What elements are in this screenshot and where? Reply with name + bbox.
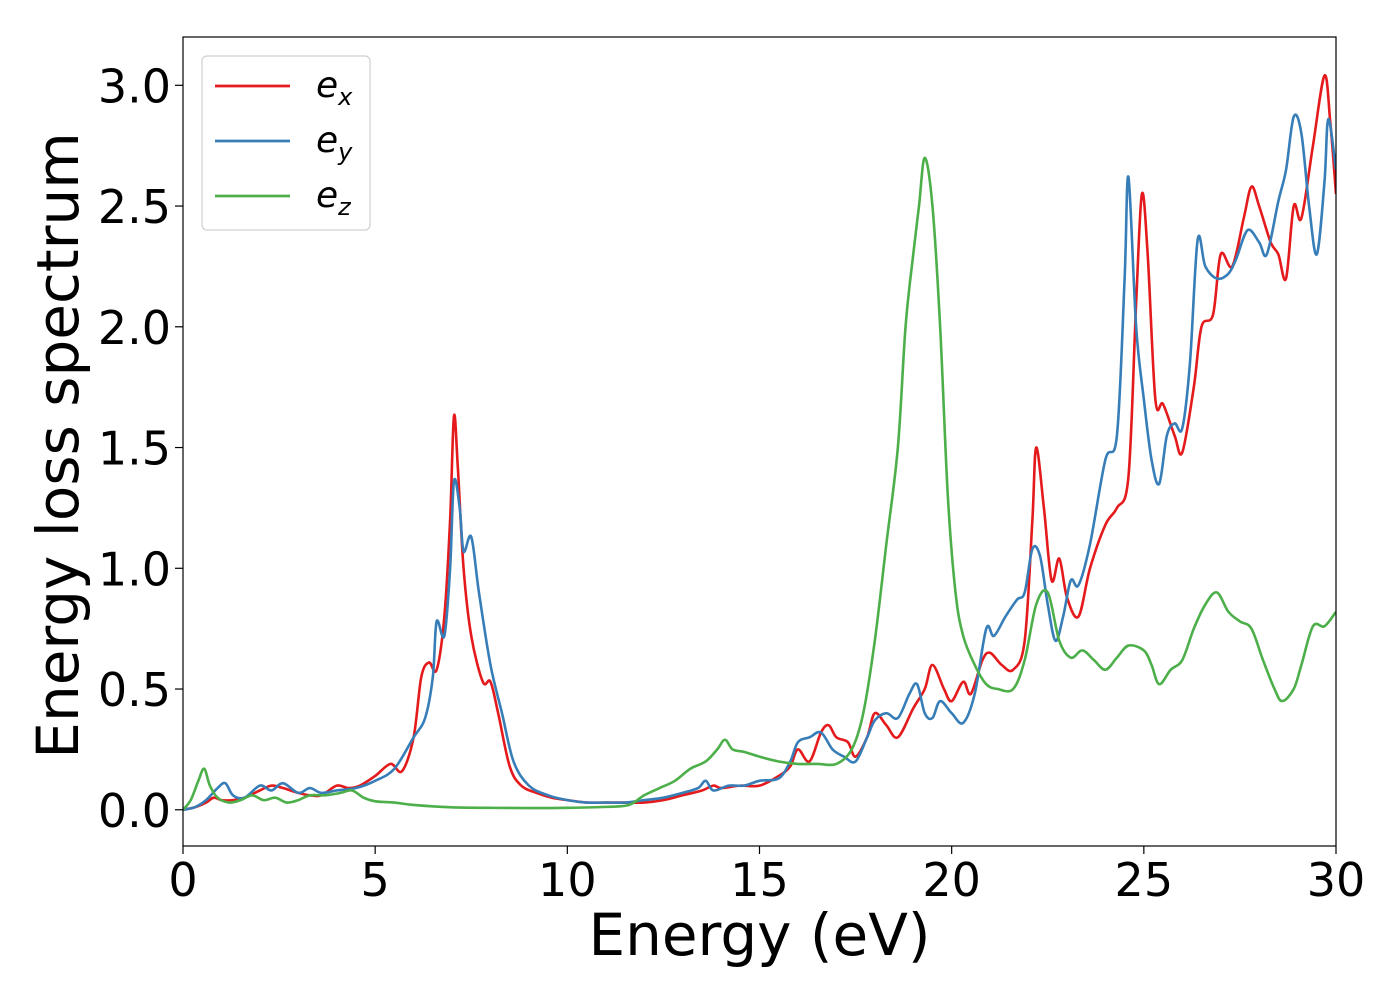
series-line-ez: [183, 156, 1336, 811]
y-axis-title: Energy loss spectrum: [24, 132, 92, 758]
legend-label-sub: z: [337, 193, 352, 221]
y-axis-ticks: 0.0 0.5 1.0 1.5 2.0 2.5 3.0: [98, 59, 183, 838]
y-tick-label: 1.0: [98, 542, 171, 596]
legend-box: [201, 55, 371, 231]
series-line-ey: [183, 113, 1336, 812]
legend-label-base: e: [316, 65, 338, 106]
legend-label-base: e: [316, 120, 338, 161]
plot-lines: [183, 74, 1336, 812]
x-tick-label: 20: [922, 853, 981, 907]
legend-label-base: e: [316, 175, 338, 216]
x-tick-label: 0: [168, 853, 197, 907]
legend-label-ez: ez: [316, 175, 352, 221]
x-axis-title: Energy (eV): [588, 901, 930, 969]
x-tick-label: 15: [730, 853, 789, 907]
x-tick-label: 5: [361, 853, 390, 907]
y-tick-label: 0.0: [98, 784, 171, 838]
y-tick-label: 3.0: [98, 59, 171, 113]
x-tick-label: 25: [1115, 853, 1174, 907]
series-line-ex: [183, 74, 1336, 812]
y-tick-label: 0.5: [98, 663, 171, 717]
y-tick-label: 2.5: [98, 180, 171, 234]
legend-label-sub: x: [337, 83, 353, 111]
x-axis-ticks: 0 5 10 15 20 25 30: [168, 846, 1365, 907]
legend-label-ex: ex: [316, 65, 353, 111]
y-tick-label: 1.5: [98, 422, 171, 476]
legend-label-ey: ey: [316, 120, 353, 166]
x-tick-label: 30: [1307, 853, 1366, 907]
y-tick-label: 2.0: [98, 301, 171, 355]
legend-label-sub: y: [337, 138, 353, 166]
x-tick-label: 10: [538, 853, 597, 907]
